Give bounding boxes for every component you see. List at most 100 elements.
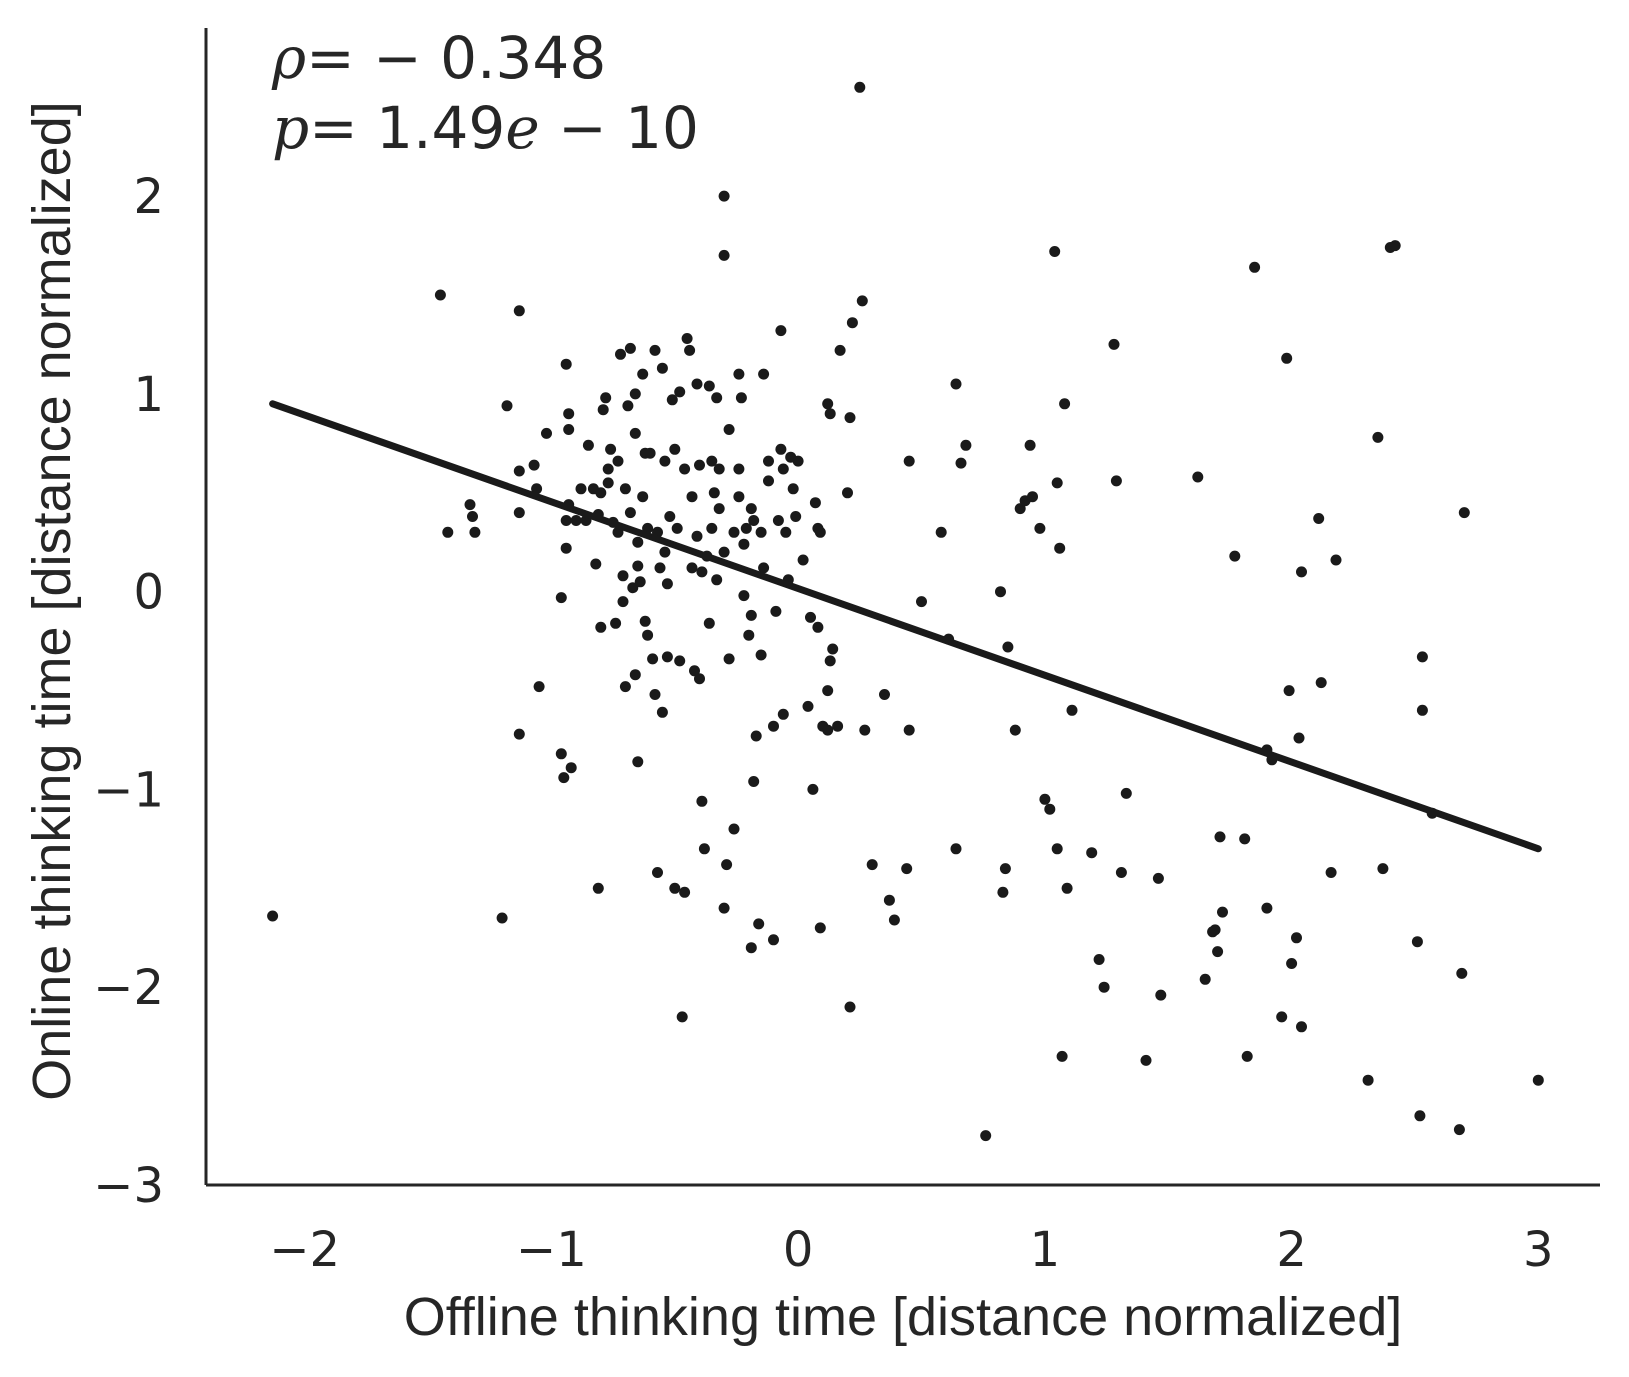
data-point <box>610 617 622 629</box>
data-point <box>590 558 602 570</box>
data-point <box>792 455 804 467</box>
data-point <box>1066 704 1078 716</box>
data-point <box>619 483 631 495</box>
data-point <box>777 708 789 720</box>
data-point <box>745 609 757 621</box>
data-point <box>703 380 715 392</box>
data-point <box>711 574 723 586</box>
x-tick-label: 3 <box>1523 1222 1554 1278</box>
data-point <box>822 398 834 410</box>
data-point <box>1458 507 1470 519</box>
data-point <box>916 596 927 608</box>
x-tick-label: 1 <box>1030 1222 1061 1278</box>
data-point <box>629 427 641 439</box>
data-point <box>669 882 681 894</box>
data-point <box>1283 685 1295 697</box>
data-point <box>1120 787 1132 799</box>
data-point <box>1325 867 1337 878</box>
data-point <box>706 455 718 467</box>
data-point <box>1296 566 1307 578</box>
data-point <box>531 483 543 495</box>
data-point <box>842 487 853 499</box>
regression-line <box>269 400 1542 853</box>
data-point <box>758 368 770 380</box>
data-point <box>595 487 607 499</box>
data-point <box>738 590 750 602</box>
data-point <box>888 914 900 926</box>
data-point <box>812 621 824 633</box>
data-point <box>698 843 710 855</box>
data-point <box>691 530 703 542</box>
data-point <box>1330 554 1342 566</box>
y-tick-label: −1 <box>93 762 164 818</box>
data-point <box>555 748 567 760</box>
data-point <box>824 408 836 420</box>
data-point <box>686 491 698 503</box>
data-point <box>434 289 446 301</box>
p-annotation: p= 1.49e − 10 <box>272 94 699 162</box>
data-point <box>464 499 476 511</box>
data-point <box>679 463 691 475</box>
data-point <box>733 463 745 475</box>
data-point <box>639 615 651 627</box>
data-point <box>763 475 774 487</box>
data-point <box>652 867 663 878</box>
data-point <box>513 465 525 477</box>
data-point <box>1209 924 1221 936</box>
data-point <box>1372 431 1384 443</box>
data-point <box>846 317 858 329</box>
data-point <box>733 491 745 503</box>
data-point <box>775 443 787 455</box>
data-point <box>733 368 745 380</box>
data-point <box>995 586 1006 598</box>
data-point <box>1098 981 1110 993</box>
data-point <box>755 526 767 538</box>
data-point <box>787 483 799 495</box>
data-point <box>597 404 609 416</box>
data-point <box>903 724 915 736</box>
data-point <box>560 358 572 370</box>
data-point <box>1249 261 1261 273</box>
y-tick-label: 0 <box>133 565 164 621</box>
data-point <box>832 720 844 732</box>
data-point <box>592 882 604 894</box>
data-point <box>706 522 718 534</box>
data-point <box>814 526 826 538</box>
data-point <box>696 566 708 578</box>
data-point <box>1056 1050 1068 1062</box>
data-point <box>859 724 871 736</box>
data-point <box>634 576 646 588</box>
data-point <box>713 463 725 475</box>
rho-symbol: ρ <box>271 24 306 92</box>
data-point <box>748 776 760 787</box>
data-point <box>770 605 782 617</box>
data-point <box>1239 833 1251 845</box>
data-point <box>738 538 750 550</box>
data-point <box>501 400 513 412</box>
data-point <box>1051 477 1063 489</box>
data-point <box>622 400 634 412</box>
data-point <box>772 515 784 526</box>
data-point <box>935 526 947 538</box>
data-point <box>627 582 639 594</box>
data-point <box>624 342 636 354</box>
data-point <box>467 511 478 522</box>
data-point <box>267 910 279 922</box>
data-point <box>637 491 649 503</box>
data-point <box>602 463 614 475</box>
data-point <box>834 344 846 356</box>
data-point <box>708 487 720 499</box>
data-point <box>758 562 770 574</box>
x-axis-title: Offline thinking time [distance normaliz… <box>404 1287 1403 1347</box>
data-point <box>528 459 540 471</box>
data-point <box>883 894 895 906</box>
data-point <box>632 560 644 572</box>
p-symbol: p <box>272 94 309 162</box>
data-point <box>649 689 661 700</box>
data-point <box>728 823 740 835</box>
p-exponent-symbol: e <box>505 94 539 162</box>
data-point <box>718 190 730 202</box>
data-point <box>703 617 715 629</box>
data-point <box>1362 1074 1374 1086</box>
data-point <box>1414 1110 1426 1122</box>
